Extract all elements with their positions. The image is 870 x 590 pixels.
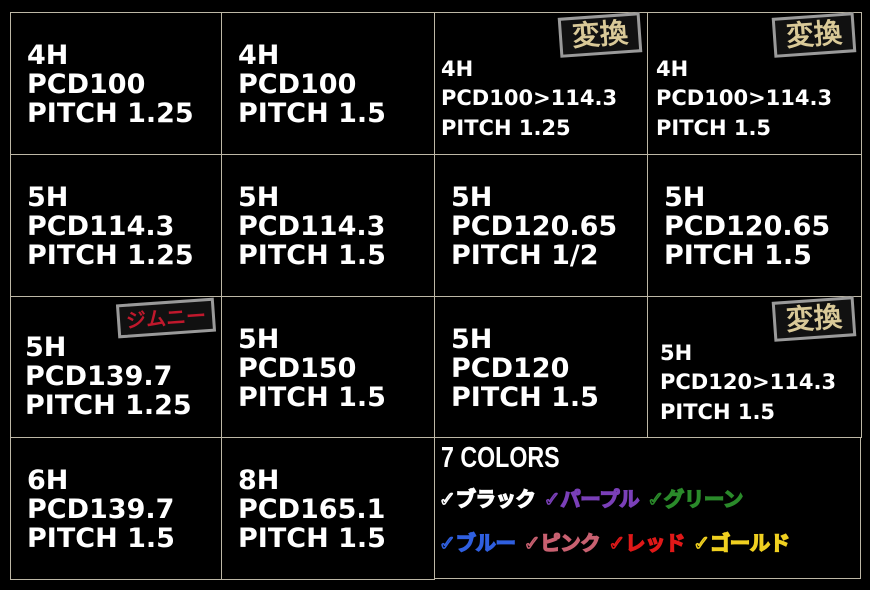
check-icon: ✓ [693,530,711,556]
color-label: ブラック [455,486,537,512]
variation-cell: 5H PCD120.65 PITCH 1.5 [647,154,862,297]
thread-pitch: PITCH 1.5 [238,98,386,130]
color-label: ブルー [455,530,517,556]
pcd-value: PCD100 [238,69,357,101]
pcd-value: PCD100 [27,69,146,101]
hole-count: 5H [27,182,69,213]
pcd-value: PCD114.3 [27,211,175,243]
color-option: ✓グリーン [647,486,744,512]
hole-count: 4H [656,57,689,81]
thread-pitch: PITCH 1.5 [27,523,175,555]
pcd-value: PCD139.7 [27,494,175,526]
color-option: ✓レッド [608,530,687,556]
hole-count: 5H [25,332,67,363]
hole-count: 5H [664,182,706,213]
variation-cell: 4H PCD100>114.3 PITCH 1.25 変換 [434,12,648,155]
pcd-value: PCD165.1 [238,494,386,526]
variation-cell: 5H PCD120 PITCH 1.5 [434,296,648,438]
thread-pitch: PITCH 1.25 [27,98,194,130]
thread-pitch: PITCH 1.25 [441,115,571,140]
check-icon: ✓ [543,486,561,512]
conversion-badge: 変換 [771,12,857,58]
check-icon: ✓ [608,530,626,556]
hole-count: 8H [238,465,280,496]
check-icon: ✓ [523,530,541,556]
hole-count: 4H [27,40,69,71]
thread-pitch: PITCH 1.5 [664,240,812,272]
thread-pitch: PITCH 1.5 [451,382,599,414]
check-icon: ✓ [438,530,456,556]
thread-pitch: PITCH 1/2 [451,240,599,272]
pcd-value: PCD120>114.3 [660,370,837,395]
color-row: ✓ブラック ✓パープル ✓グリーン [438,486,856,512]
hole-count: 4H [238,40,280,71]
colors-cell: 7 COLORS ✓ブラック ✓パープル ✓グリーン ✓ブルー ✓ピンク ✓レッド ✓ゴー… [434,437,861,579]
thread-pitch: PITCH 1.5 [238,240,386,272]
thread-pitch: PITCH 1.5 [238,382,386,414]
color-label: グリーン [663,486,744,512]
hole-count: 5H [660,341,693,365]
variation-cell: 6H PCD139.7 PITCH 1.5 [10,437,222,580]
variation-cell: 4H PCD100 PITCH 1.5 [221,12,435,155]
variation-cell: 4H PCD100 PITCH 1.25 [10,12,222,155]
thread-pitch: PITCH 1.5 [656,115,772,140]
hole-count: 5H [238,182,280,213]
variation-cell: 5H PCD139.7 PITCH 1.25 ジムニー [10,296,222,438]
variation-cell: 4H PCD100>114.3 PITCH 1.5 変換 [647,12,862,155]
color-label: ピンク [540,530,602,556]
variation-cell: 5H PCD114.3 PITCH 1.25 [10,154,222,297]
variation-cell: 8H PCD165.1 PITCH 1.5 [221,437,435,580]
conversion-badge: 変換 [771,296,857,342]
pcd-value: PCD100>114.3 [656,86,833,111]
thread-pitch: PITCH 1.5 [238,523,386,555]
color-label: パープル [560,486,640,512]
variation-cell: 5H PCD120.65 PITCH 1/2 [434,154,648,297]
thread-pitch: PITCH 1.25 [27,240,194,272]
thread-pitch: PITCH 1.5 [660,399,776,424]
jimny-badge: ジムニー [115,297,217,339]
check-icon: ✓ [438,486,456,512]
hole-count: 5H [451,324,493,355]
color-option: ✓ブルー [438,530,517,556]
color-option: ✓ブラック [438,486,537,512]
hole-count: 6H [27,465,69,496]
check-icon: ✓ [647,486,665,512]
pcd-value: PCD120.65 [451,211,618,243]
hole-count: 5H [451,182,493,213]
pcd-value: PCD150 [238,353,357,385]
pcd-value: PCD120 [451,353,570,385]
colors-title: 7 COLORS [441,442,560,474]
variation-cell: 5H PCD114.3 PITCH 1.5 [221,154,435,297]
conversion-badge: 変換 [557,12,643,58]
pcd-value: PCD139.7 [25,361,173,393]
color-label: レッド [625,530,687,556]
variation-cell: 5H PCD150 PITCH 1.5 [221,296,435,438]
color-label: ゴールド [709,530,791,556]
color-row: ✓ブルー ✓ピンク ✓レッド ✓ゴールド [438,530,856,556]
thread-pitch: PITCH 1.25 [25,390,192,422]
color-option: ✓ゴールド [693,530,791,556]
pcd-value: PCD114.3 [238,211,386,243]
hole-count: 5H [238,324,280,355]
pcd-value: PCD120.65 [664,211,831,243]
color-option: ✓パープル [543,486,640,512]
pcd-value: PCD100>114.3 [441,86,618,111]
color-option: ✓ピンク [523,530,602,556]
hole-count: 4H [441,57,474,81]
variation-cell: 5H PCD120>114.3 PITCH 1.5 変換 [647,296,862,438]
